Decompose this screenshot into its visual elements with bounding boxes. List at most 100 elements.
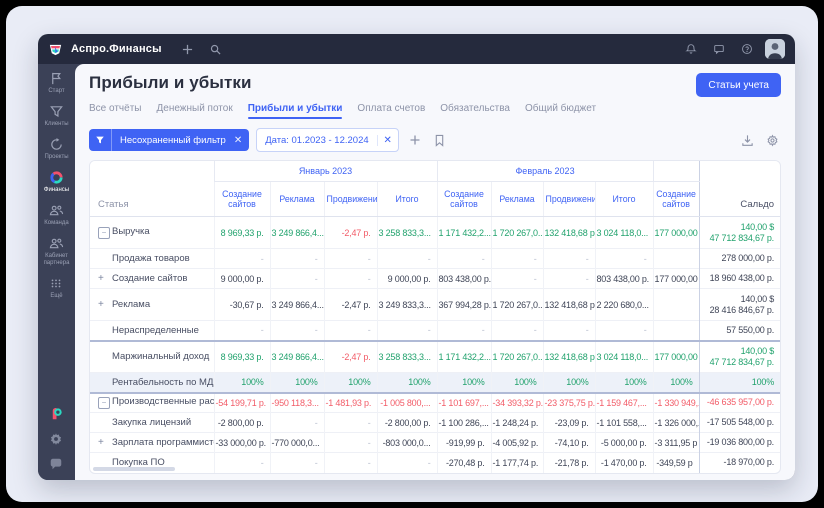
sidebar-item-team[interactable]: Команда — [38, 203, 75, 227]
row-label-cell: Продажа товаров — [90, 248, 214, 269]
value-cell: 100% — [652, 372, 700, 393]
saldo-line: -46 635 957,00 р. — [706, 397, 774, 408]
value-cell: - — [436, 320, 491, 341]
row-label: Создание сайтов — [112, 273, 188, 284]
value-cell — [652, 320, 700, 341]
chat-icon[interactable] — [709, 39, 729, 59]
sidebar-item-label: Проекты — [44, 154, 69, 160]
filter-bar: Несохраненный фильтр ✕ Дата: 01.2023 - 1… — [89, 128, 781, 152]
value-cell: -3 311,95 р — [652, 432, 700, 453]
toggle-slot: − — [98, 226, 112, 239]
sidebar-item-projects[interactable]: Проекты — [38, 137, 75, 161]
date-filter-chip[interactable]: Дата: 01.2023 - 12.2024 ✕ — [256, 128, 399, 152]
tab-1[interactable]: Все отчёты — [89, 103, 142, 114]
value-cell: - — [376, 248, 437, 269]
saldo-cell: 140,00 $47 712 834,67 р. — [698, 216, 780, 249]
value-cell: - — [490, 268, 543, 289]
saldo-cell: -19 036 800,00 р. — [698, 432, 780, 453]
tab-4[interactable]: Оплата счетов — [357, 103, 426, 114]
table-row: + Реклама -30,67 р. 3 249 866,4... -2,47 р. 3… — [90, 288, 780, 321]
remove-filter-icon[interactable]: ✕ — [233, 134, 243, 146]
sidebar-item-partner[interactable]: Кабинет партнера — [38, 236, 75, 267]
saldo-cell: -46 635 957,00 р. — [698, 391, 780, 413]
download-icon[interactable] — [738, 131, 756, 149]
create-button[interactable] — [178, 39, 198, 59]
saldo-line: 100% — [751, 376, 774, 387]
search-icon[interactable] — [206, 39, 226, 59]
row-label-cell: + Создание сайтов — [90, 268, 214, 289]
collapse-toggle-icon[interactable]: − — [98, 227, 110, 239]
value-cell: - — [213, 452, 270, 473]
column-header: Создание сайтов — [436, 181, 491, 217]
value-cell: 132 418,68 р. — [542, 339, 595, 373]
value-cell: -270,48 р. — [436, 452, 491, 473]
feedback-bubble-icon[interactable] — [49, 457, 64, 472]
brand-logo-icon — [48, 42, 63, 57]
value-cell: - — [323, 248, 377, 269]
table-row: Закупка лицензий -2 800,00 р. - - -2 800,00 … — [90, 412, 780, 433]
table-row: −Производственные расходы-54 199,71 р.-9… — [90, 391, 780, 413]
value-cell: - — [323, 412, 377, 433]
value-cell: 100% — [490, 372, 543, 393]
horizontal-scrollbar-thumb[interactable] — [93, 466, 175, 471]
month-group-header — [652, 161, 700, 182]
sidebar-item-start[interactable]: Старт — [38, 71, 75, 95]
remove-date-filter-icon[interactable]: ✕ — [376, 134, 398, 146]
value-cell: -23,09 р. — [542, 412, 595, 433]
sidebar-item-finance[interactable]: Финансы — [38, 170, 75, 194]
value-cell: -1 177,74 р. — [490, 452, 543, 473]
value-cell: 100% — [436, 372, 491, 393]
value-cell: -1 248,24 р. — [490, 412, 543, 433]
donut-icon — [49, 170, 64, 185]
column-header: Создание сайтов — [213, 181, 270, 217]
value-cell — [652, 288, 700, 321]
row-label-cell: Маржинальный доход — [90, 339, 214, 373]
column-header: Продвижение — [323, 181, 377, 217]
user-avatar[interactable] — [765, 39, 785, 59]
value-cell: -1 330 949,... — [652, 391, 700, 413]
settings-gear-icon[interactable] — [49, 432, 64, 447]
table-settings-gear-icon[interactable] — [763, 131, 781, 149]
sidebar-item-label: Ещё — [50, 293, 63, 299]
expand-toggle-icon[interactable]: + — [98, 437, 104, 448]
add-filter-button[interactable] — [406, 131, 424, 149]
value-cell: 9 000,00 р. — [213, 268, 270, 289]
row-label: Маржинальный доход — [112, 351, 210, 363]
tab-5[interactable]: Обязательства — [440, 103, 510, 114]
sidebar-item-more[interactable]: Ещё — [38, 276, 75, 300]
tab-3[interactable]: Прибыли и убытки — [247, 103, 342, 119]
value-cell: 9 000,00 р. — [376, 268, 437, 289]
value-cell: - — [269, 452, 324, 473]
value-cell: -919,99 р. — [436, 432, 491, 453]
value-cell: -1 005 800,... — [376, 391, 437, 413]
notifications-bell-icon[interactable] — [681, 39, 701, 59]
expand-toggle-icon[interactable]: + — [98, 299, 104, 310]
expand-toggle-icon[interactable]: + — [98, 273, 104, 284]
table-row: Нераспределенные - - - - - - - -57 550,00 р. — [90, 320, 780, 341]
value-cell: 177 000,00 р — [652, 339, 700, 373]
unsaved-filter-chip[interactable]: Несохраненный фильтр ✕ — [89, 129, 250, 151]
pnl-table: Статья Январь 2023 Февраль 2023 Сальдо Созда… — [90, 161, 780, 473]
value-cell: - — [490, 248, 543, 269]
value-cell: 1 720 267,0... — [490, 339, 543, 373]
aspro-product-logo-icon[interactable] — [49, 407, 64, 422]
accounting-articles-button[interactable]: Статьи учета — [696, 73, 781, 97]
value-cell: -1 159 467,... — [594, 391, 654, 413]
table-row: Продажа товаров - - - - - - - -278 000,00 р. — [90, 248, 780, 269]
bookmark-icon[interactable] — [431, 131, 449, 149]
tab-2[interactable]: Денежный поток — [156, 103, 233, 114]
collapse-toggle-icon[interactable]: − — [98, 397, 110, 410]
value-cell: 1 171 432,2... — [436, 216, 491, 249]
sidebar-item-label: Кабинет партнера — [43, 253, 70, 266]
value-cell: - — [490, 320, 543, 341]
column-header: Итого — [376, 181, 437, 217]
help-icon[interactable] — [737, 39, 757, 59]
funnel-icon — [89, 129, 112, 151]
value-cell: - — [269, 320, 324, 341]
saldo-cell: 57 550,00 р. — [698, 320, 780, 341]
tab-6[interactable]: Общий бюджет — [525, 103, 597, 114]
sidebar-item-clients[interactable]: Клиенты — [38, 104, 75, 128]
sidebar-item-label: Старт — [48, 88, 65, 94]
sidebar-footer — [49, 407, 64, 472]
value-cell: - — [594, 320, 654, 341]
